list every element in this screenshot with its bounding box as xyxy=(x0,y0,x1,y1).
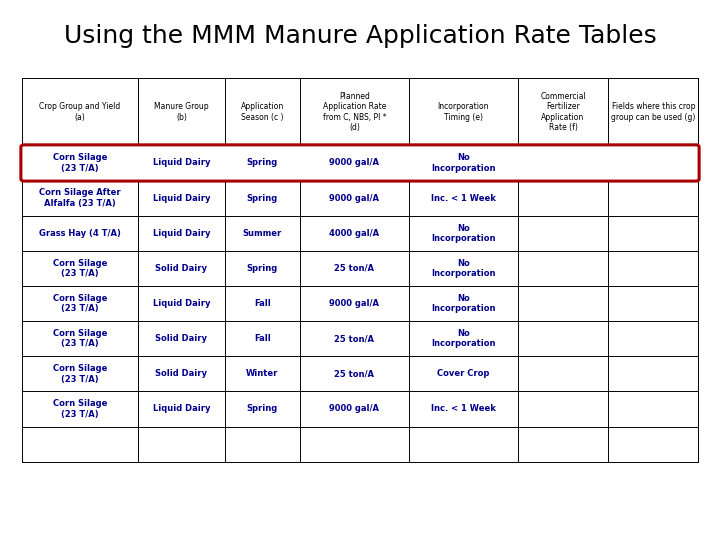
Text: Grass Hay (4 T/A): Grass Hay (4 T/A) xyxy=(39,229,121,238)
Text: Using the MMM Manure Application Rate Tables: Using the MMM Manure Application Rate Ta… xyxy=(63,24,657,48)
Text: Liquid Dairy: Liquid Dairy xyxy=(153,194,210,202)
Text: Fall: Fall xyxy=(254,299,271,308)
Text: Solid Dairy: Solid Dairy xyxy=(156,264,207,273)
Text: Corn Silage After
Alfalfa (23 T/A): Corn Silage After Alfalfa (23 T/A) xyxy=(39,188,121,208)
Text: 9000 gal/A: 9000 gal/A xyxy=(329,299,379,308)
Text: Commercial
Fertilizer
Application
Rate (f): Commercial Fertilizer Application Rate (… xyxy=(540,92,586,132)
Text: Corn Silage
(23 T/A): Corn Silage (23 T/A) xyxy=(53,329,107,348)
Text: Corn Silage
(23 T/A): Corn Silage (23 T/A) xyxy=(53,153,107,173)
Text: Application
Season (c ): Application Season (c ) xyxy=(240,102,284,122)
Text: 9000 gal/A: 9000 gal/A xyxy=(329,194,379,202)
Text: No
Incorporation: No Incorporation xyxy=(431,294,495,313)
Text: Winter: Winter xyxy=(246,369,279,379)
Text: 9000 gal/A: 9000 gal/A xyxy=(329,158,379,167)
Text: Corn Silage
(23 T/A): Corn Silage (23 T/A) xyxy=(53,399,107,418)
Text: Spring: Spring xyxy=(247,194,278,202)
Text: Spring: Spring xyxy=(247,264,278,273)
Text: Liquid Dairy: Liquid Dairy xyxy=(153,229,210,238)
Text: 4000 gal/A: 4000 gal/A xyxy=(329,229,379,238)
Text: Extension: Extension xyxy=(112,495,211,512)
Text: Fall: Fall xyxy=(254,334,271,343)
Text: Solid Dairy: Solid Dairy xyxy=(156,369,207,379)
Text: 25 ton/A: 25 ton/A xyxy=(334,264,374,273)
Text: 25 ton/A: 25 ton/A xyxy=(334,369,374,379)
Text: No
Incorporation: No Incorporation xyxy=(431,259,495,278)
Text: Fields where this crop
group can be used (g): Fields where this crop group can be used… xyxy=(611,102,696,122)
Text: Liquid Dairy: Liquid Dairy xyxy=(153,299,210,308)
Text: Solid Dairy: Solid Dairy xyxy=(156,334,207,343)
Text: Spring: Spring xyxy=(247,158,278,167)
Text: Inc. < 1 Week: Inc. < 1 Week xyxy=(431,404,496,414)
Text: Spring: Spring xyxy=(247,404,278,414)
Text: Penn State: Penn State xyxy=(18,495,121,512)
Text: Inc. < 1 Week: Inc. < 1 Week xyxy=(431,194,496,202)
Text: Corn Silage
(23 T/A): Corn Silage (23 T/A) xyxy=(53,294,107,313)
Text: Liquid Dairy: Liquid Dairy xyxy=(153,404,210,414)
Text: Planned
Application Rate
from C, NBS, PI *
(d): Planned Application Rate from C, NBS, PI… xyxy=(323,92,386,132)
Text: Cover Crop: Cover Crop xyxy=(437,369,490,379)
Text: No
Incorporation: No Incorporation xyxy=(431,329,495,348)
Text: Liquid Dairy: Liquid Dairy xyxy=(153,158,210,167)
Text: Incorporation
Timing (e): Incorporation Timing (e) xyxy=(438,102,489,122)
Text: Summer: Summer xyxy=(243,229,282,238)
Text: No
Incorporation: No Incorporation xyxy=(431,224,495,243)
Text: No
Incorporation: No Incorporation xyxy=(431,153,495,173)
Text: Crop Group and Yield
(a): Crop Group and Yield (a) xyxy=(40,102,120,122)
Text: Corn Silage
(23 T/A): Corn Silage (23 T/A) xyxy=(53,259,107,278)
Text: 25 ton/A: 25 ton/A xyxy=(334,334,374,343)
Text: Manure Group
(b): Manure Group (b) xyxy=(154,102,209,122)
Text: Corn Silage
(23 T/A): Corn Silage (23 T/A) xyxy=(53,364,107,383)
Text: 9000 gal/A: 9000 gal/A xyxy=(329,404,379,414)
